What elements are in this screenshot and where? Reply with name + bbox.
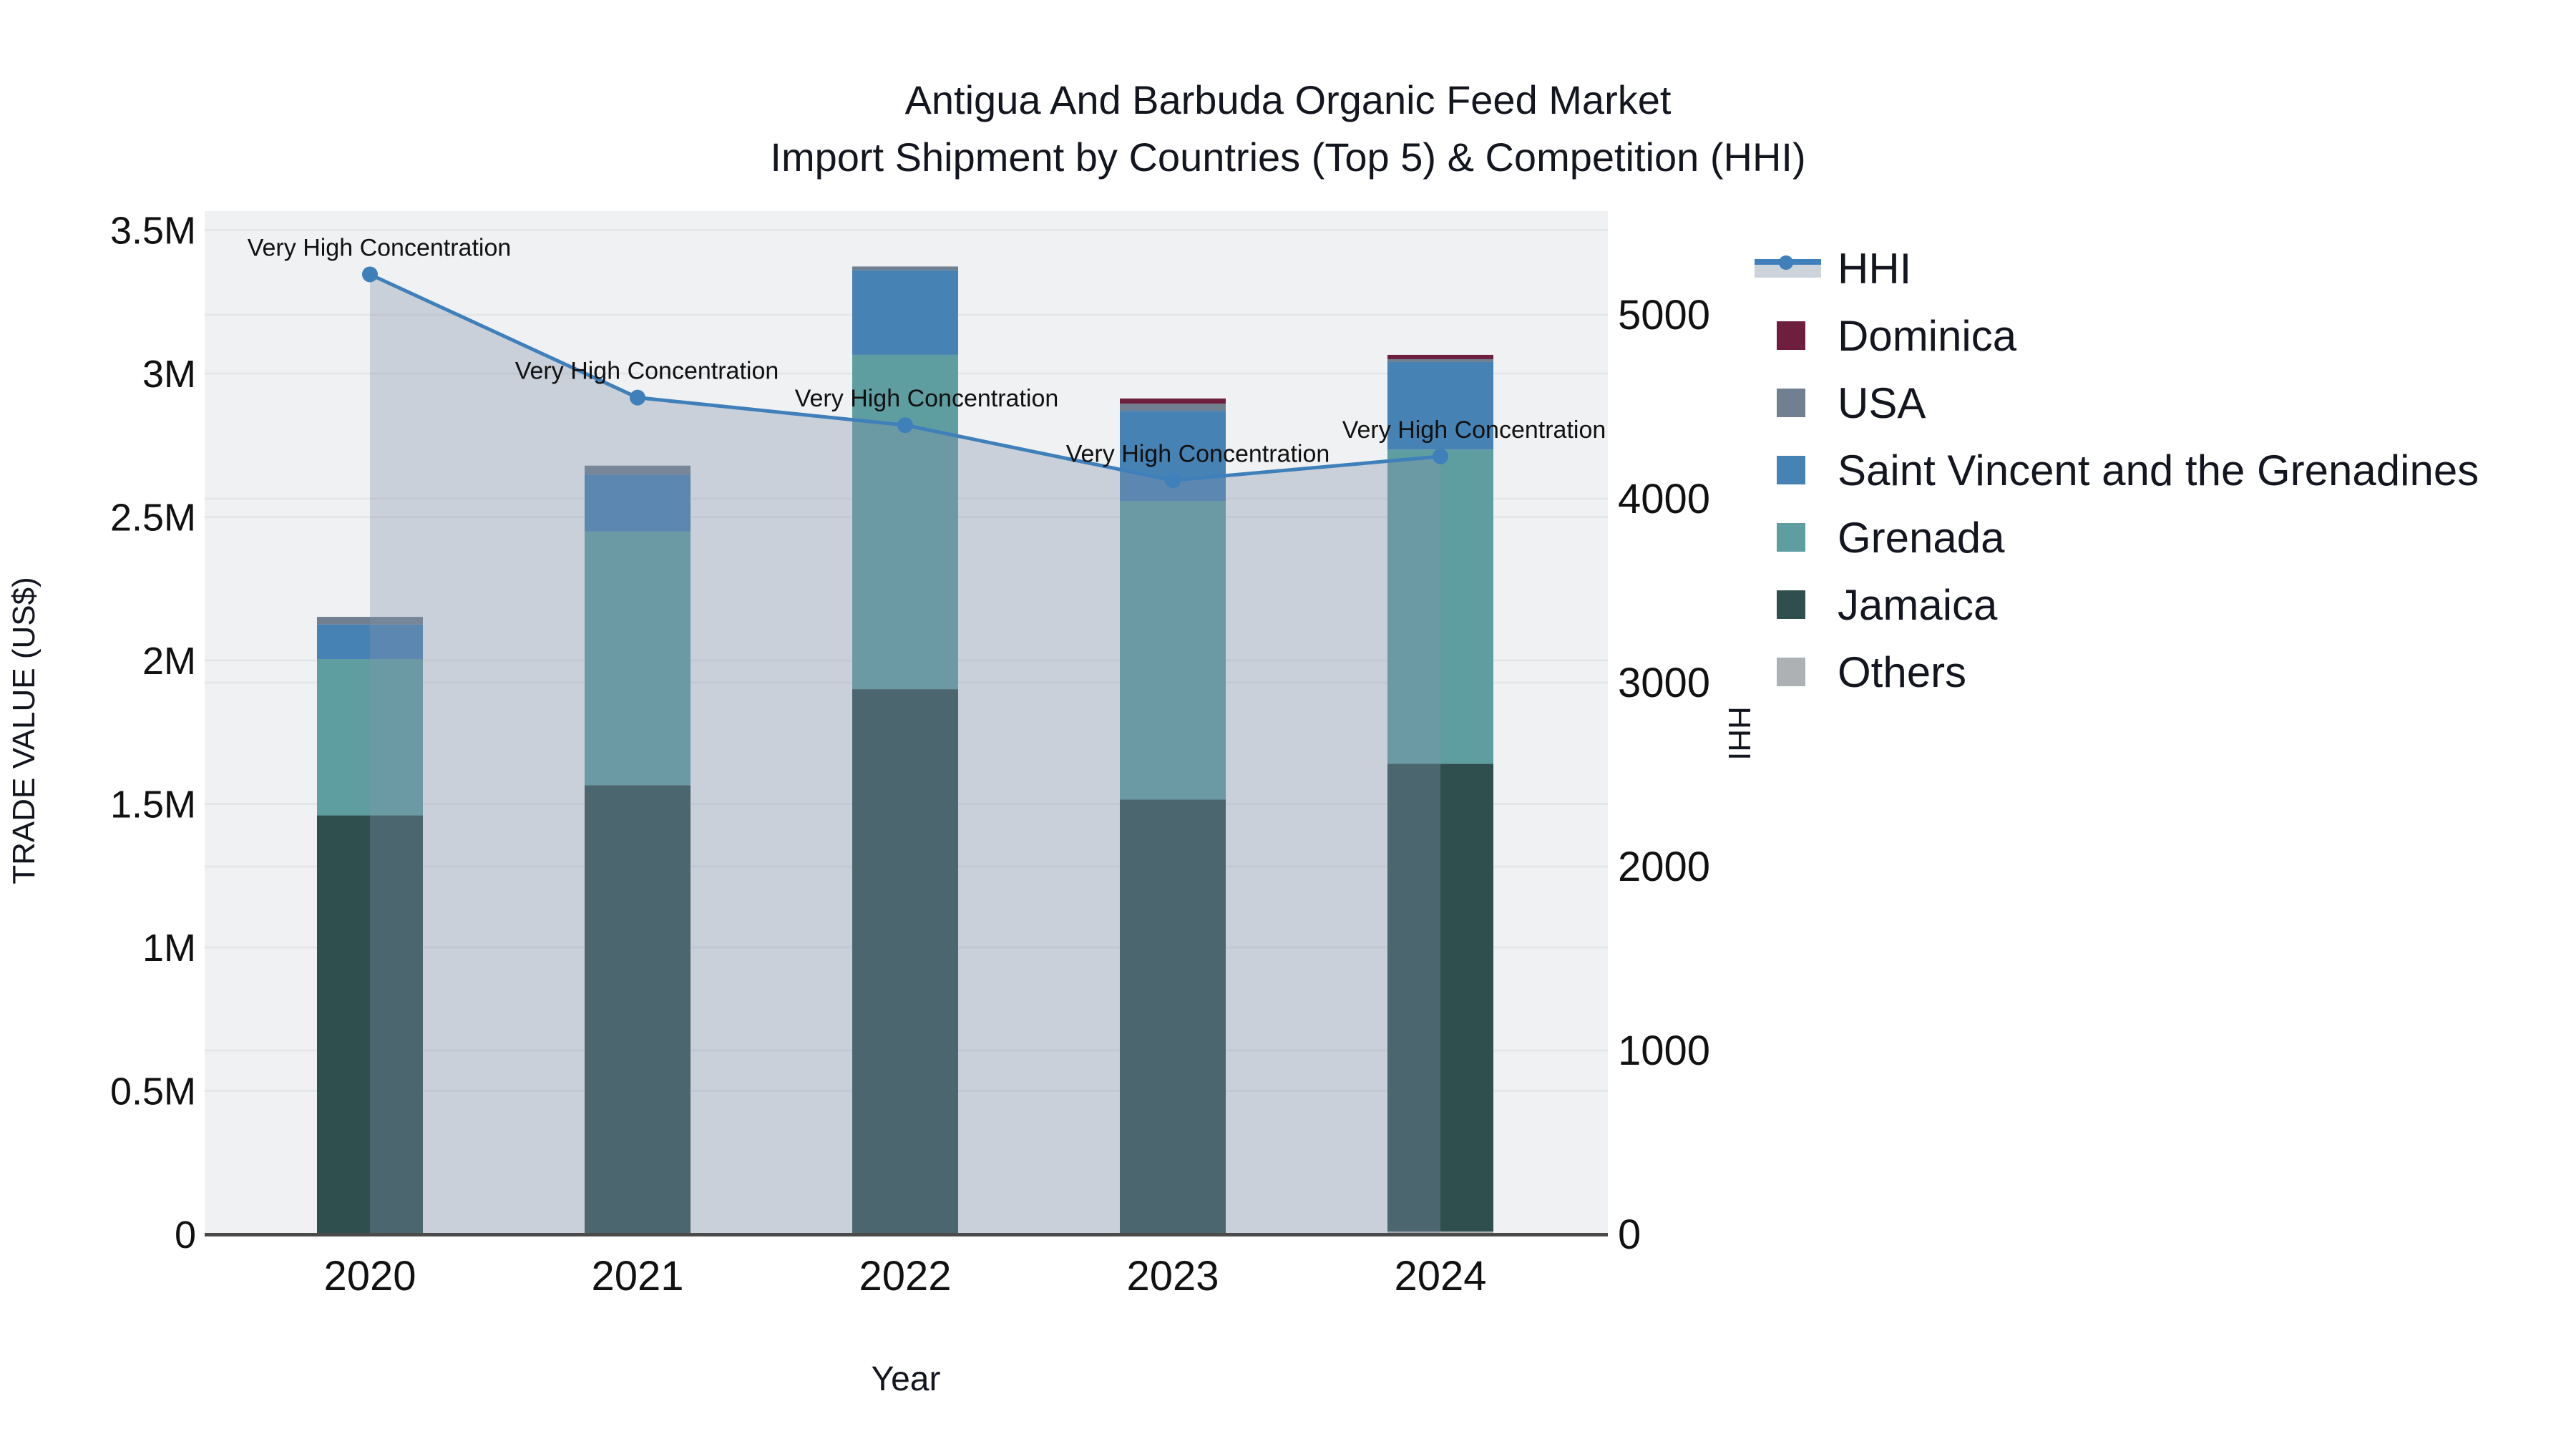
bar-segment-2020-usa[interactable] — [317, 617, 423, 625]
bar-segment-2021-saint-vincent-and-the-grenadines[interactable] — [585, 474, 691, 532]
y-left-tick-0: 0 — [175, 1214, 196, 1257]
bar-segment-2022-jamaica[interactable] — [852, 689, 958, 1234]
legend-item-others[interactable]: Others — [1755, 638, 2479, 706]
bar-segment-2024-jamaica[interactable] — [1387, 763, 1493, 1231]
hhi-marker-2021[interactable] — [630, 389, 645, 406]
y-left-tick-3M: 3M — [142, 353, 196, 396]
legend-label: Dominica — [1838, 311, 2017, 360]
bar-segment-2020-grenada[interactable] — [317, 658, 423, 816]
x-tick-2023: 2023 — [1126, 1253, 1219, 1299]
annotation-2023: Very High Concentration — [1066, 440, 1330, 467]
legend-item-hhi[interactable]: HHI — [1755, 235, 2479, 302]
legend-swatch-icon — [1777, 590, 1805, 619]
y-right-tick-1000: 1000 — [1618, 1028, 1710, 1074]
bar-segment-2024-usa[interactable] — [1387, 358, 1493, 362]
chart-title-line2: Import Shipment by Countries (Top 5) & C… — [770, 135, 1806, 180]
bar-segment-2020-saint-vincent-and-the-grenadines[interactable] — [317, 624, 423, 659]
x-tick-2021: 2021 — [591, 1253, 683, 1299]
legend-label: Jamaica — [1838, 580, 1998, 629]
bar-segment-2023-grenada[interactable] — [1120, 501, 1226, 800]
bar-segment-2024-grenada[interactable] — [1387, 449, 1493, 764]
legend: HHI Dominica USA Saint Vincent and the Gren… — [1755, 235, 2479, 706]
legend-item-dominica[interactable]: Dominica — [1755, 302, 2479, 369]
annotation-2024: Very High Concentration — [1342, 416, 1606, 444]
bar-segment-2024-saint-vincent-and-the-grenadines[interactable] — [1387, 361, 1493, 450]
legend-swatch-icon — [1777, 389, 1805, 417]
x-axis-line — [205, 1233, 1608, 1236]
hhi-marker-2022[interactable] — [897, 417, 913, 434]
y-left-tick-2M: 2M — [142, 640, 196, 683]
x-axis-title: Year — [871, 1360, 941, 1398]
annotation-2020: Very High Concentration — [248, 234, 512, 261]
legend-label: USA — [1838, 379, 1926, 427]
legend-item-saint-vincent-and-the-grenadines[interactable]: Saint Vincent and the Grenadines — [1755, 436, 2479, 504]
bar-segment-2024-others[interactable] — [1387, 1231, 1493, 1234]
legend-label: Saint Vincent and the Grenadines — [1838, 446, 2479, 494]
y-right-tick-3000: 3000 — [1618, 660, 1710, 706]
bar-segment-2020-jamaica[interactable] — [317, 815, 423, 1234]
legend-label: Grenada — [1838, 513, 2005, 562]
bar-segment-2024-dominica[interactable] — [1387, 354, 1493, 359]
bar-segment-2023-dominica[interactable] — [1120, 398, 1226, 404]
legend-swatch-icon — [1777, 523, 1805, 552]
y-left-tick-0.5M: 0.5M — [110, 1070, 196, 1113]
y-right-tick-4000: 4000 — [1618, 476, 1710, 522]
x-tick-2022: 2022 — [859, 1253, 951, 1299]
annotation-2022: Very High Concentration — [795, 385, 1059, 412]
y-left-tick-1M: 1M — [142, 927, 196, 970]
bar-segment-2023-usa[interactable] — [1120, 404, 1226, 411]
hhi-marker-2024[interactable] — [1433, 448, 1448, 464]
bar-segment-2022-grenada[interactable] — [852, 354, 958, 690]
legend-item-grenada[interactable]: Grenada — [1755, 504, 2479, 571]
x-tick-2024: 2024 — [1394, 1253, 1486, 1299]
y-right-tick-0: 0 — [1618, 1211, 1641, 1258]
y-axis-left-title: TRADE VALUE (US$) — [6, 577, 42, 884]
hhi-marker-2023[interactable] — [1165, 472, 1181, 489]
y-right-tick-5000: 5000 — [1618, 292, 1710, 338]
legend-item-usa[interactable]: USA — [1755, 369, 2479, 436]
annotation-2021: Very High Concentration — [515, 358, 779, 385]
chart-title-line1: Antigua And Barbuda Organic Feed Market — [904, 77, 1672, 122]
bar-segment-2021-jamaica[interactable] — [585, 785, 691, 1234]
y-right-tick-2000: 2000 — [1618, 844, 1710, 890]
legend-label: HHI — [1838, 244, 1912, 293]
y-left-tick-2.5M: 2.5M — [110, 497, 196, 540]
bar-segment-2021-grenada[interactable] — [585, 531, 691, 786]
y-left-tick-3.5M: 3.5M — [110, 210, 196, 253]
hhi-line-legend-icon — [1755, 255, 1821, 278]
legend-swatch-icon — [1777, 456, 1805, 484]
legend-item-jamaica[interactable]: Jamaica — [1755, 571, 2479, 638]
hhi-marker-2020[interactable] — [362, 266, 378, 283]
legend-swatch-icon — [1777, 321, 1805, 350]
bar-segment-2023-jamaica[interactable] — [1120, 799, 1226, 1234]
x-tick-2020: 2020 — [323, 1253, 416, 1299]
hhi-area-fill — [370, 274, 1440, 1235]
bar-segment-2022-usa[interactable] — [852, 266, 958, 270]
legend-label: Others — [1838, 648, 1967, 696]
bar-segment-2022-saint-vincent-and-the-grenadines[interactable] — [852, 270, 958, 355]
y-axis-right-title: HHI — [1722, 706, 1757, 761]
gridline-trade-3.5M — [205, 229, 1608, 231]
legend-swatch-icon — [1777, 658, 1805, 686]
bar-segment-2021-usa[interactable] — [585, 465, 691, 475]
y-left-tick-1.5M: 1.5M — [110, 784, 196, 826]
